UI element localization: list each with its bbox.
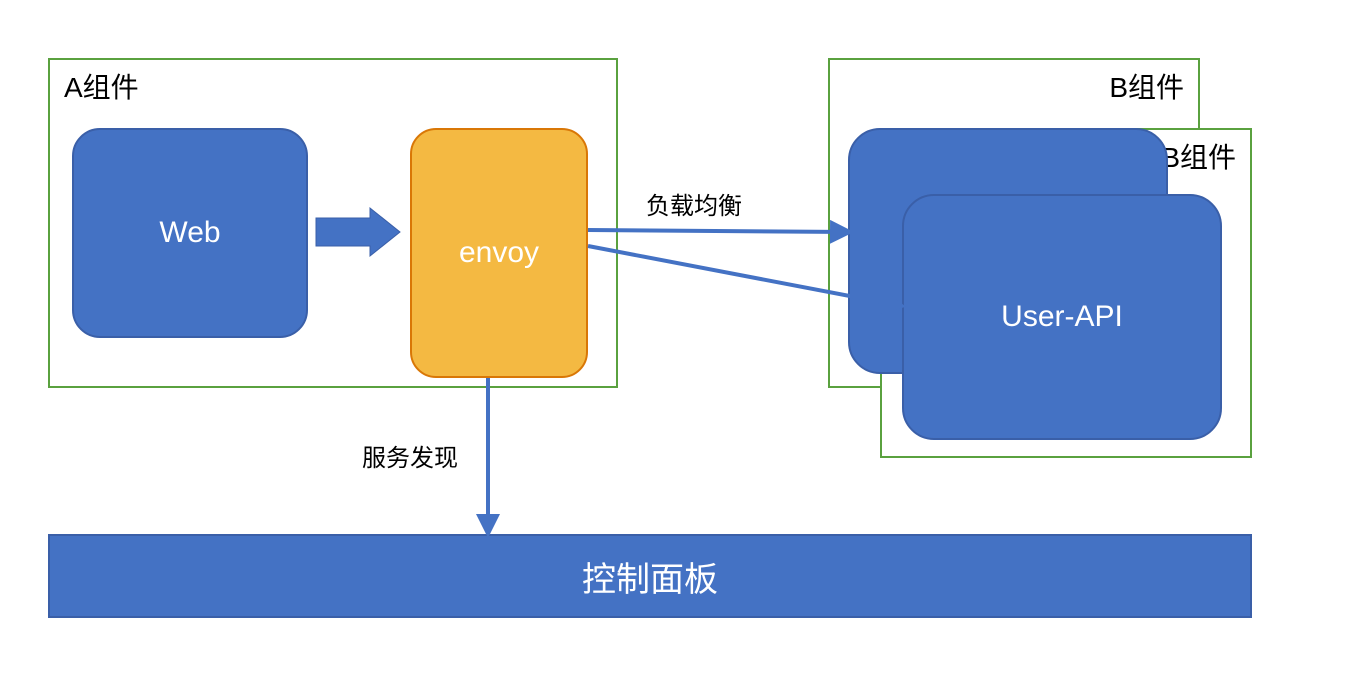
- node-user-api: User-API: [902, 194, 1222, 440]
- arrow-envoy-to-b-back: [588, 230, 850, 232]
- node-web: Web: [72, 128, 308, 338]
- node-control-panel: 控制面板: [48, 534, 1252, 618]
- edge-label-envoy-to-b-back: 负载均衡: [646, 186, 742, 221]
- node-label: User-API: [1001, 300, 1123, 334]
- node-label: 控制面板: [582, 552, 718, 601]
- node-label: envoy: [459, 236, 539, 270]
- node-label: Web: [159, 216, 220, 250]
- group-title: B组件: [1161, 136, 1236, 176]
- group-title: A组件: [64, 66, 139, 106]
- edge-label-envoy-to-control: 服务发现: [362, 438, 458, 473]
- node-envoy: envoy: [410, 128, 588, 378]
- diagram-canvas: A组件 B组件 B组件 Web envoy User-API 控制面板 负载均衡服务发现: [0, 0, 1358, 690]
- group-title: B组件: [1109, 66, 1184, 106]
